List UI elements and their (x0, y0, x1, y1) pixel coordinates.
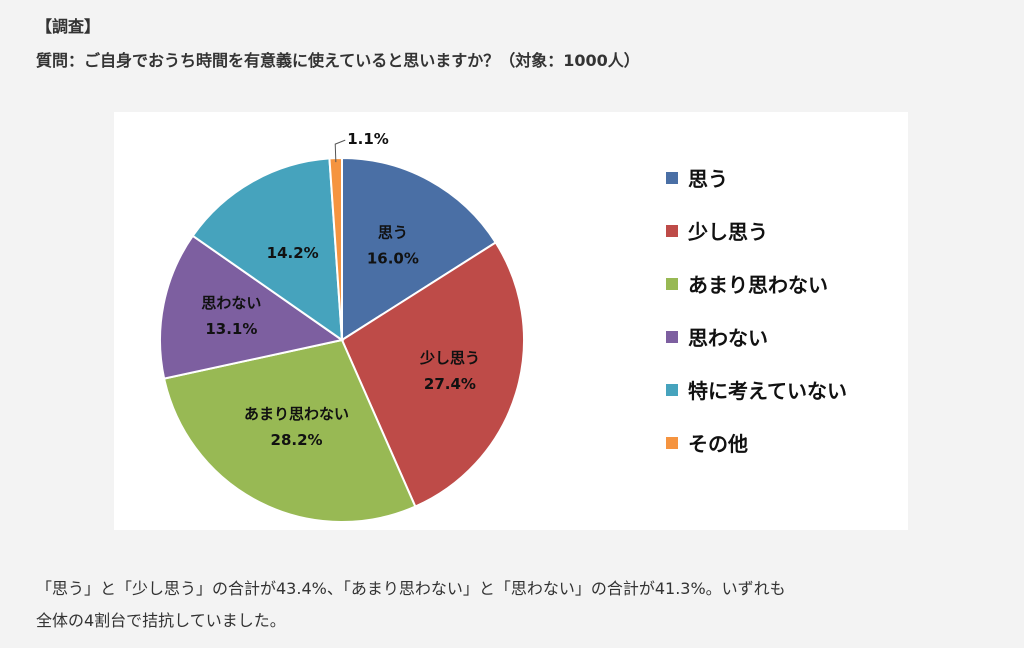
slice-name-label-4: 思わない (201, 294, 261, 312)
legend-label-1: 思う (688, 167, 728, 191)
slice-value-label-4: 13.1% (205, 320, 257, 338)
slice-name-label-2: 少し思う (419, 349, 480, 367)
legend-swatch-1 (666, 172, 678, 184)
summary-line-2: 全体の4割台で拮抗していました。 (36, 611, 286, 630)
pie-slice-1 (341, 156, 498, 342)
pie-slice-4 (159, 234, 345, 380)
survey-question: 質問：ご自身でおうち時間を有意義に使えていると思いますか？（対象：1000人） (36, 51, 640, 70)
leader-line-6 (334, 139, 346, 163)
pie-labels: 思う 16.0% 少し思う 27.4% あまり思わない 28.2% 思わない 13.1% 14.… (201, 130, 480, 449)
pie-chart-figure: 思う 16.0% 少し思う 27.4% あまり思わない 28.2% 思わない 13.1% 14.… (114, 112, 908, 530)
legend-swatch-2 (666, 225, 678, 237)
legend-label-2: 少し思う (687, 220, 768, 244)
legend-label-4: 思わない (688, 326, 768, 350)
legend-label-6: その他 (688, 432, 748, 456)
pie-slice-2 (340, 241, 525, 508)
pie-slice-5 (191, 157, 344, 343)
summary-line-1: 「思う」と「少し思う」の合計が43.4%、「あまり思わない」と「思わない」の合計… (36, 579, 786, 598)
legend-label-5: 特に考えていない (688, 379, 847, 403)
section-heading: 【調査】 (36, 17, 101, 36)
pie-chart: 思う 16.0% 少し思う 27.4% あまり思わない 28.2% 思わない 13.1% 14.… (159, 130, 847, 523)
slice-value-label-3: 28.2% (271, 431, 323, 449)
pie-slices (159, 156, 525, 523)
slice-name-label-1: 思う (378, 223, 408, 241)
slice-value-label-2: 27.4% (424, 375, 476, 393)
legend-label-3: あまり思わない (688, 273, 828, 297)
legend-swatch-4 (666, 331, 678, 343)
legend-swatch-5 (666, 384, 678, 396)
legend-swatch-3 (666, 278, 678, 290)
slice-value-label-5: 14.2% (267, 244, 319, 262)
slice-value-label-1: 16.0% (367, 249, 419, 267)
slice-value-label-6: 1.1% (347, 130, 389, 148)
pie-slice-3 (162, 338, 417, 523)
summary-paragraph: 「思う」と「少し思う」の合計が43.4%、「あまり思わない」と「思わない」の合計… (36, 573, 996, 637)
legend-swatch-6 (666, 437, 678, 449)
slice-name-label-3: あまり思わない (244, 405, 349, 423)
